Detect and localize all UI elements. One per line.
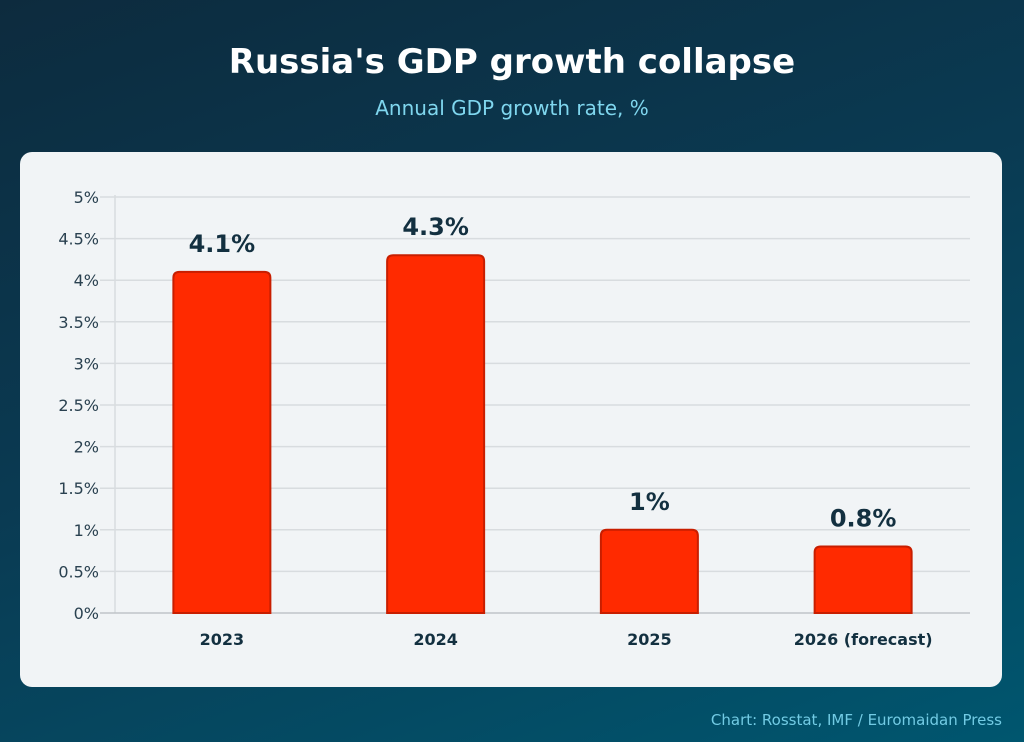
data-label: 0.8% xyxy=(830,504,897,532)
y-tick-label: 3.5% xyxy=(58,313,99,332)
x-tick-label: 2025 xyxy=(627,630,672,649)
data-label: 4.1% xyxy=(189,230,256,258)
y-tick-label: 4.5% xyxy=(58,230,99,249)
y-tick-label: 1.5% xyxy=(58,479,99,498)
y-tick-label: 5% xyxy=(74,188,99,207)
y-tick-label: 3% xyxy=(74,354,99,373)
bar-2024 xyxy=(386,254,486,614)
bar-2025 xyxy=(599,528,699,614)
bar-2023 xyxy=(172,270,272,614)
x-tick-label: 2023 xyxy=(200,630,245,649)
x-tick-label: 2024 xyxy=(413,630,458,649)
y-tick-label: 2.5% xyxy=(58,396,99,415)
y-tick-label: 0% xyxy=(74,604,99,623)
y-tick-label: 1% xyxy=(74,521,99,540)
y-tick-label: 4% xyxy=(74,271,99,290)
y-tick-label: 2% xyxy=(74,438,99,457)
y-tick-label: 0.5% xyxy=(58,562,99,581)
x-tick-label: 2026 (forecast) xyxy=(794,630,933,649)
chart-title: Russia's GDP growth collapse xyxy=(228,42,796,82)
chart-source: Chart: Rosstat, IMF / Euromaidan Press xyxy=(710,711,1002,729)
data-label: 1% xyxy=(629,488,670,516)
data-label: 4.3% xyxy=(402,213,469,241)
chart-subtitle: Annual GDP growth rate, % xyxy=(375,96,649,120)
bar-2026-forecast xyxy=(813,545,913,614)
